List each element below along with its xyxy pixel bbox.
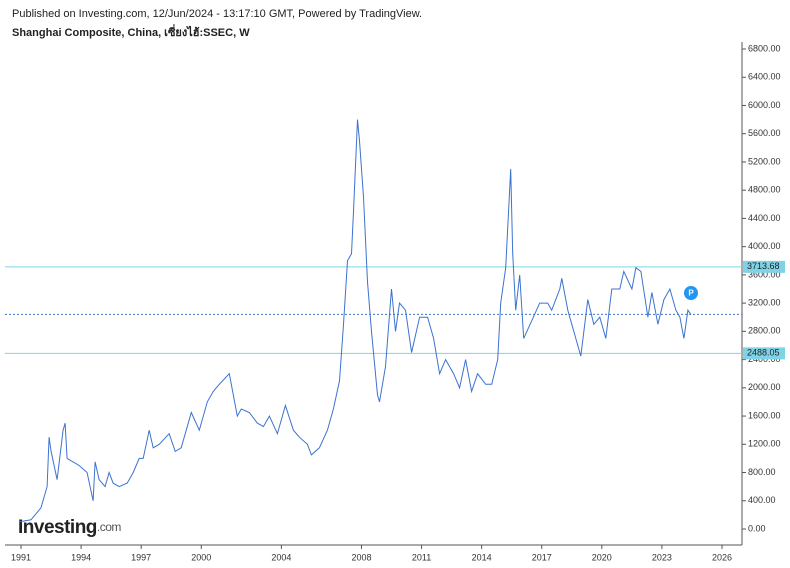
logo-suffix: .com bbox=[97, 520, 122, 534]
logo: Investing.com bbox=[18, 517, 121, 538]
y-tick-label: 6400.00 bbox=[748, 72, 781, 82]
y-tick-label: 6800.00 bbox=[748, 43, 781, 53]
y-tick-label: 400.00 bbox=[748, 495, 776, 505]
y-tick-label: 800.00 bbox=[748, 467, 776, 477]
level-label-box bbox=[743, 347, 785, 360]
x-tick-label: 2008 bbox=[351, 552, 371, 562]
x-tick-label: 2023 bbox=[652, 552, 672, 562]
x-tick-label: 2020 bbox=[592, 552, 612, 562]
x-tick-label: 1991 bbox=[11, 552, 31, 562]
event-marker-icon: P bbox=[688, 289, 694, 298]
x-tick-label: 1994 bbox=[71, 552, 91, 562]
y-tick-label: 3200.00 bbox=[748, 297, 781, 307]
plot-area bbox=[5, 119, 742, 523]
published-note: Published on Investing.com, 12/Jun/2024 … bbox=[12, 8, 422, 20]
y-tick-label: 0.00 bbox=[748, 523, 766, 533]
y-tick-label: 5200.00 bbox=[748, 156, 781, 166]
y-tick-label: 4800.00 bbox=[748, 185, 781, 195]
x-tick-label: 2000 bbox=[191, 552, 211, 562]
x-tick-label: 2011 bbox=[412, 552, 431, 562]
logo-main: Investing bbox=[18, 517, 97, 538]
event-marker[interactable] bbox=[684, 286, 698, 300]
y-tick-label: 1200.00 bbox=[748, 439, 781, 449]
y-tick-label: 3600.00 bbox=[748, 269, 781, 279]
x-tick-label: 1997 bbox=[131, 552, 151, 562]
y-tick-label: 6000.00 bbox=[748, 100, 781, 110]
chart-title: Shanghai Composite, China, เซี่ยงไฮ้:SSE… bbox=[12, 24, 250, 39]
y-tick-label: 5600.00 bbox=[748, 128, 781, 138]
level-label-box bbox=[743, 260, 785, 273]
y-tick-label: 2800.00 bbox=[748, 326, 781, 336]
y-tick-label: 1600.00 bbox=[748, 410, 781, 420]
price-line bbox=[18, 119, 692, 523]
y-tick-label: 2000.00 bbox=[748, 382, 781, 392]
x-tick-label: 2017 bbox=[532, 552, 552, 562]
x-tick-label: 2014 bbox=[472, 552, 492, 562]
level-label: 2488.05 bbox=[747, 348, 780, 358]
x-tick-label: 2026 bbox=[712, 552, 732, 562]
y-tick-label: 4400.00 bbox=[748, 213, 781, 223]
y-tick-label: 4000.00 bbox=[748, 241, 781, 251]
level-label: 3713.68 bbox=[747, 261, 780, 271]
x-tick-label: 2004 bbox=[271, 552, 291, 562]
